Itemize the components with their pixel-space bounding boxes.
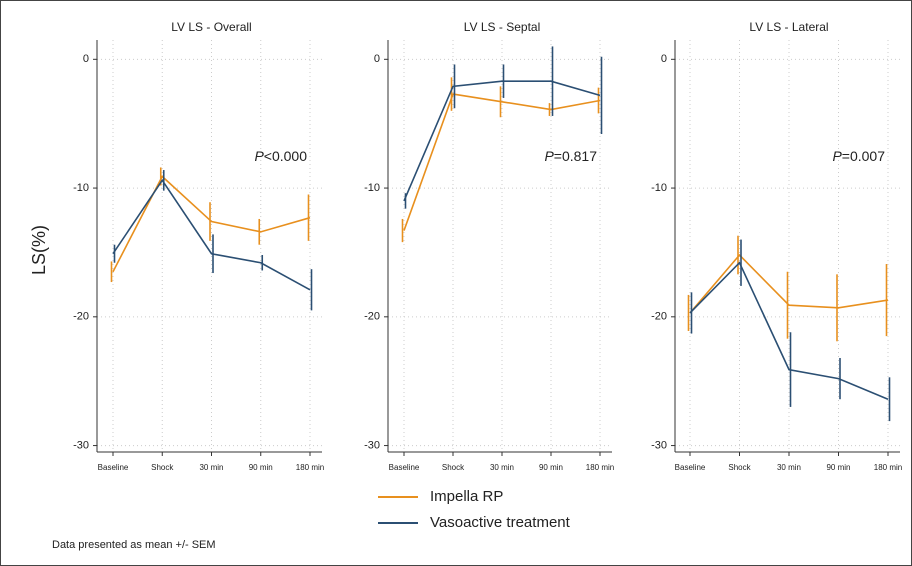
series-line <box>112 178 311 291</box>
x-tick-label: 90 min <box>249 463 273 472</box>
p-number: <0.000 <box>264 148 307 164</box>
p-value: P=0.007 <box>832 148 885 164</box>
x-tick-label: Shock <box>442 463 465 472</box>
panel-title: LV LS - Septal <box>464 20 541 34</box>
y-tick-label: -30 <box>364 439 380 451</box>
legend-label: Vasoactive treatment <box>430 514 571 531</box>
series-line <box>112 175 311 273</box>
y-tick-label: -10 <box>364 182 380 194</box>
legend-label: Impella RP <box>430 488 503 505</box>
y-tick-label: -20 <box>73 311 89 323</box>
x-tick-label: 90 min <box>826 463 850 472</box>
x-tick-label: 180 min <box>874 463 902 472</box>
y-axis-label: LS(%) <box>29 225 49 275</box>
y-tick-label: 0 <box>661 53 667 65</box>
x-tick-label: 30 min <box>490 463 514 472</box>
panel-title: LV LS - Overall <box>171 20 251 34</box>
p-letter: P <box>544 148 554 164</box>
x-tick-label: 30 min <box>777 463 801 472</box>
footnote: Data presented as mean +/- SEM <box>52 539 216 551</box>
series-line <box>689 253 889 314</box>
y-tick-label: -10 <box>651 182 667 194</box>
y-tick-label: -20 <box>651 311 667 323</box>
y-tick-label: -10 <box>73 182 89 194</box>
series-line <box>689 261 889 400</box>
x-tick-label: Baseline <box>98 463 129 472</box>
y-tick-label: -20 <box>364 311 380 323</box>
panel-title: LV LS - Lateral <box>749 20 828 34</box>
x-tick-label: 30 min <box>199 463 223 472</box>
y-tick-label: 0 <box>83 53 89 65</box>
y-tick-label: 0 <box>374 53 380 65</box>
x-tick-label: 180 min <box>296 463 324 472</box>
x-tick-label: Baseline <box>389 463 420 472</box>
p-value: P=0.817 <box>544 148 597 164</box>
series-line <box>403 80 601 202</box>
series-line <box>403 93 601 231</box>
x-tick-label: 90 min <box>539 463 563 472</box>
y-tick-label: -30 <box>651 439 667 451</box>
p-number: =0.817 <box>554 148 597 164</box>
p-number: =0.007 <box>842 148 885 164</box>
x-tick-label: 180 min <box>586 463 614 472</box>
x-tick-label: Shock <box>728 463 751 472</box>
p-letter: P <box>254 148 264 164</box>
y-tick-label: -30 <box>73 439 89 451</box>
x-tick-label: Baseline <box>675 463 706 472</box>
p-value: P<0.000 <box>254 148 307 164</box>
p-letter: P <box>832 148 842 164</box>
x-tick-label: Shock <box>151 463 174 472</box>
